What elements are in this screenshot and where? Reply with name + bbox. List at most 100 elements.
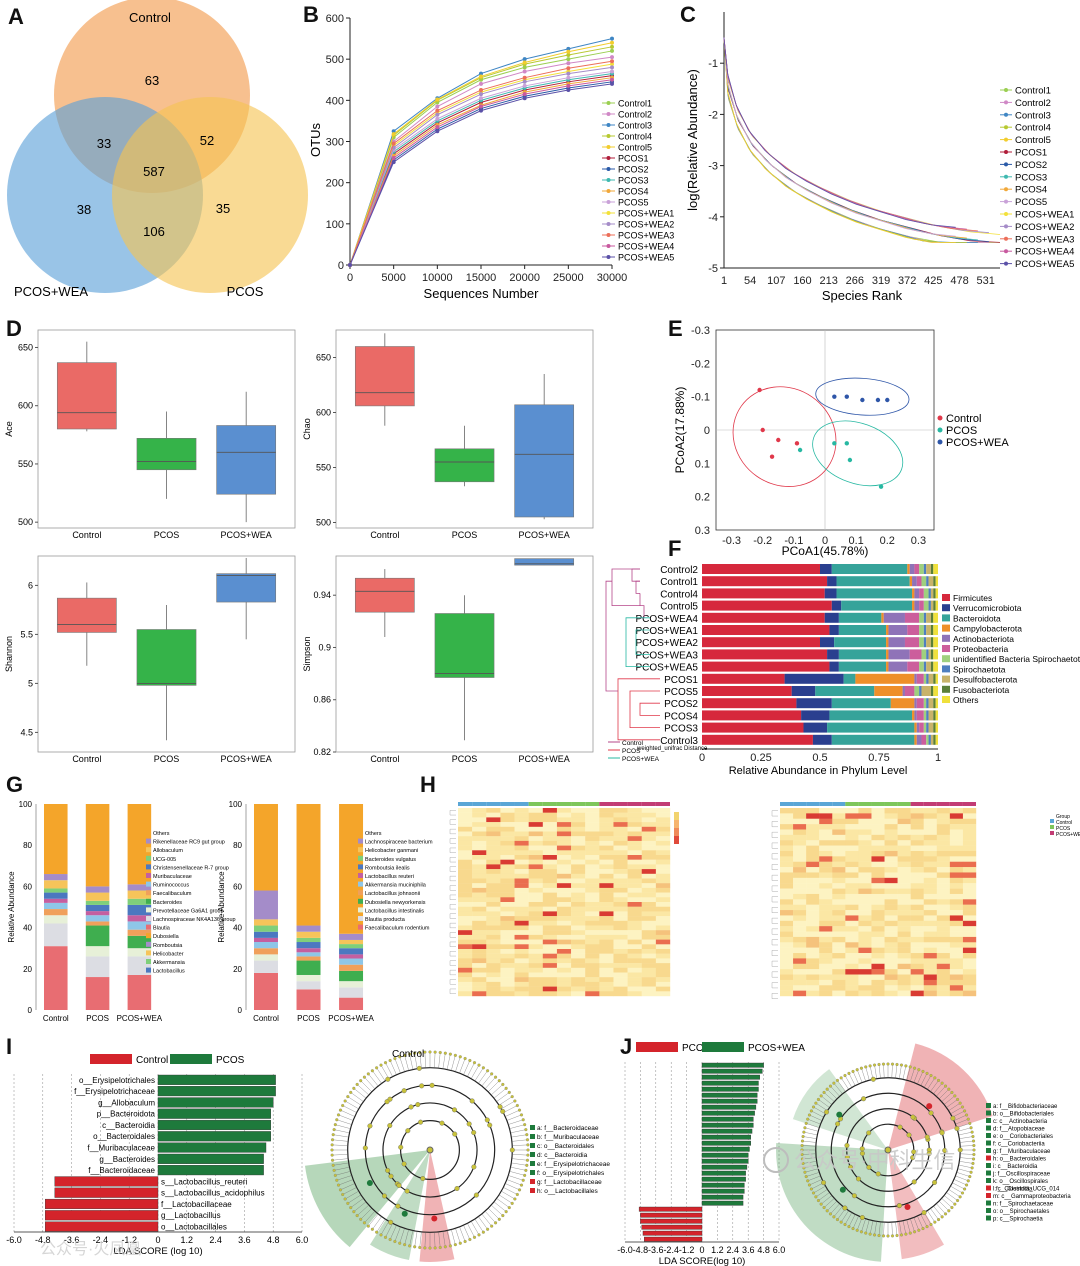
legend-label: e: o__Coriobacteriales bbox=[993, 1134, 1053, 1140]
heat-cell bbox=[486, 808, 501, 813]
heat-cell bbox=[486, 916, 501, 921]
heat-cell bbox=[542, 911, 558, 917]
heat-cell bbox=[910, 818, 924, 825]
leaf-branch bbox=[938, 1089, 949, 1100]
heat-cell bbox=[627, 869, 642, 874]
heat-cell bbox=[599, 817, 614, 823]
heat-cell bbox=[585, 902, 600, 907]
leaf-branch bbox=[874, 1065, 877, 1079]
legend-label: Lactobacillus reuteri bbox=[365, 874, 414, 880]
leaf-node bbox=[336, 1113, 341, 1117]
heat-cell bbox=[528, 925, 543, 931]
stack-segment bbox=[933, 661, 938, 672]
internal-node bbox=[398, 1144, 404, 1150]
stack-segment bbox=[702, 600, 832, 611]
heat-cell bbox=[500, 953, 515, 959]
lda-bar bbox=[701, 1104, 757, 1110]
heat-cell bbox=[923, 818, 937, 825]
stack-segment bbox=[85, 925, 110, 947]
venn-set-label: PCOS bbox=[227, 284, 264, 299]
heat-cell bbox=[641, 855, 657, 860]
heat-cell bbox=[571, 850, 586, 856]
heat-cell bbox=[962, 834, 977, 841]
leaf-branch bbox=[376, 1067, 386, 1082]
stack-segment bbox=[935, 698, 938, 709]
stack-segment bbox=[296, 925, 321, 932]
heat-cell bbox=[641, 869, 657, 874]
heat-cell bbox=[858, 899, 872, 905]
heat-cell bbox=[806, 920, 820, 927]
heat-cell bbox=[655, 939, 671, 945]
heat-cell bbox=[500, 986, 515, 992]
heat-cell bbox=[780, 813, 794, 819]
heat-cell bbox=[897, 813, 911, 819]
heat-cell bbox=[897, 990, 911, 997]
internal-node bbox=[835, 1121, 841, 1127]
leaf-node bbox=[890, 1062, 895, 1066]
heat-cell bbox=[962, 953, 977, 959]
group-strip bbox=[627, 802, 642, 806]
heat-cell bbox=[556, 831, 572, 837]
stack-segment bbox=[916, 673, 924, 684]
row-dendro bbox=[771, 821, 778, 827]
legend-swatch bbox=[942, 655, 950, 663]
heat-cell bbox=[571, 939, 586, 945]
stack-segment bbox=[44, 892, 68, 899]
heat-cell bbox=[627, 897, 642, 903]
stack-segment bbox=[127, 948, 152, 957]
leaf-node bbox=[362, 1221, 366, 1225]
heat-cell bbox=[571, 831, 586, 837]
series-point bbox=[348, 263, 352, 267]
leaf-node bbox=[355, 1082, 359, 1086]
x-tick-label: 0 bbox=[347, 272, 353, 284]
watermark-left: 公众号·火凤凰 bbox=[40, 1240, 141, 1258]
leaf-branch bbox=[950, 1106, 963, 1115]
leaf-node bbox=[814, 1195, 818, 1199]
heat-cell bbox=[819, 872, 833, 879]
stack-segment bbox=[85, 977, 110, 1010]
heat-cell bbox=[641, 958, 657, 964]
leaf-node bbox=[349, 1206, 353, 1210]
heat-cell bbox=[641, 934, 657, 940]
heat-cell bbox=[542, 887, 558, 893]
leaf-node bbox=[929, 1222, 933, 1227]
leaf-node bbox=[809, 1187, 813, 1191]
heat-cell bbox=[528, 836, 543, 842]
stack-segment bbox=[296, 981, 321, 990]
legend-swatch bbox=[942, 665, 950, 673]
heat-cell bbox=[585, 953, 600, 959]
heat-cell bbox=[858, 888, 872, 895]
heat-cell bbox=[923, 942, 937, 948]
sample-point bbox=[757, 387, 762, 393]
leaf-branch bbox=[442, 1231, 446, 1247]
leaf-branch bbox=[927, 1210, 935, 1223]
leaf-branch bbox=[848, 1214, 856, 1227]
leaf-node bbox=[438, 1050, 442, 1055]
heat-cell bbox=[500, 822, 515, 827]
x-group-label: Control bbox=[72, 530, 101, 540]
stack-segment bbox=[827, 576, 837, 587]
stack-segment bbox=[923, 722, 927, 733]
legend-label: Romboutsia ilealis bbox=[365, 865, 410, 871]
legend-swatch bbox=[146, 941, 151, 947]
stack-segment bbox=[926, 564, 931, 574]
pcoa-scatter: -0.3 -0.2 -0.1 0 0.1 0.2 0.3-0.3-0.2-0.100.10.… bbox=[673, 325, 1009, 558]
stack-segment bbox=[296, 952, 321, 957]
heat-cell bbox=[949, 829, 964, 836]
legend-label: Control2 bbox=[1015, 98, 1051, 109]
x-tick-label: 1 bbox=[935, 752, 941, 764]
legend-label: Lactobacillus johnsonii bbox=[365, 891, 420, 897]
heat-cell bbox=[793, 936, 807, 943]
leaf-node bbox=[851, 1227, 855, 1231]
leaf-branch bbox=[488, 1080, 500, 1092]
row-label: Control5 bbox=[660, 602, 698, 613]
dendro-branch bbox=[635, 629, 650, 655]
legend-label: Control3 bbox=[1015, 110, 1051, 121]
heat-cell bbox=[819, 985, 833, 991]
heat-cell bbox=[486, 986, 501, 992]
heat-cell bbox=[858, 893, 872, 900]
heat-cell bbox=[571, 822, 586, 827]
heat-cell bbox=[962, 893, 977, 900]
